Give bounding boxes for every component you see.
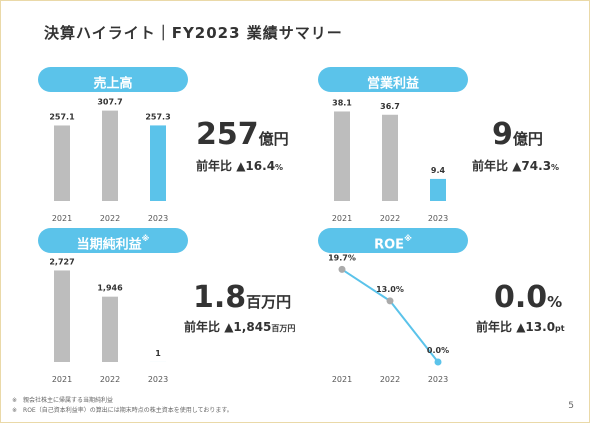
roe-series-line — [341, 268, 439, 363]
roe-label: ROE — [374, 237, 405, 253]
op-big-value: 9億円 — [492, 117, 543, 152]
roe-big-number: 0.0 — [494, 280, 548, 315]
data-label-2021: 2,727 — [49, 257, 74, 266]
sales-yoy: 前年比 ▲16.4% — [196, 157, 283, 174]
data-label-2021: 257.1 — [49, 112, 75, 121]
page-title: 決算ハイライト｜FY2023 業績サマリー — [44, 24, 343, 42]
point-2022 — [386, 297, 394, 305]
x-tick-label-2022: 2022 — [380, 375, 400, 384]
roe-label-mark: ※ — [404, 234, 412, 243]
sales-label-pill: 売上高 — [38, 67, 188, 92]
bar-2022 — [102, 296, 118, 362]
op-yoy-value: ▲74.3 — [512, 159, 552, 173]
bar-2022 — [102, 110, 118, 201]
bar-2022 — [382, 114, 398, 201]
sales-big-number: 257 — [196, 117, 259, 152]
net-label-mark: ※ — [141, 234, 150, 243]
x-tick-label-2022: 2022 — [100, 214, 120, 223]
op-label: 営業利益 — [366, 76, 419, 92]
data-label-2023: 9.4 — [431, 166, 446, 175]
footnote-2: ※ ROE（自己資本利益率）の算出には期末時点の株主資本を使用しております。 — [12, 407, 233, 414]
panel-operating-profit: 営業利益 2021 2022 2023 38.1 36.7 9.4 — [280, 67, 550, 227]
op-big-number: 9 — [492, 117, 513, 152]
page-number: 5 — [568, 401, 574, 411]
roe-yoy-suffix: pt — [555, 324, 565, 333]
sales-yoy-prefix: 前年比 — [196, 159, 233, 173]
bar-2021 — [54, 125, 70, 201]
sales-big-unit: 億円 — [258, 130, 289, 148]
op-label-pill: 営業利益 — [318, 67, 468, 92]
sales-big-value: 257億円 — [196, 117, 289, 152]
net-yoy-suffix: 百万円 — [271, 324, 296, 333]
bar-2023 — [150, 125, 166, 201]
bar-2021 — [334, 111, 350, 201]
roe-yoy-prefix: 前年比 — [476, 320, 513, 334]
bar-2023 — [430, 178, 446, 201]
net-big-number: 1.8 — [193, 280, 247, 315]
roe-yoy: 前年比 ▲13.0pt — [476, 318, 565, 335]
net-big-unit: 百万円 — [246, 293, 292, 311]
data-label-2021: 19.7% — [328, 253, 356, 262]
data-label-2023: 257.3 — [145, 112, 170, 121]
op-yoy-suffix: % — [551, 163, 560, 172]
x-tick-label-2023: 2023 — [428, 375, 448, 384]
x-tick-label-2021: 2021 — [52, 375, 72, 384]
net-bar-chart: 2021 2022 2023 2,727 1,946 1 — [49, 257, 168, 384]
data-label-2021: 38.1 — [332, 98, 352, 107]
x-tick-label-2023: 2023 — [428, 214, 448, 223]
roe-yoy-value: ▲13.0 — [516, 320, 556, 334]
op-yoy: 前年比 ▲74.3% — [472, 157, 559, 174]
roe-big-value: 0.0% — [494, 280, 562, 315]
net-yoy: 前年比 ▲1,845百万円 — [184, 318, 295, 335]
net-label: 当期純利益 — [76, 237, 142, 253]
panel-net-income: 当期純利益※ 2021 2022 2023 2,727 1,946 1 — [0, 228, 270, 388]
x-tick-label-2021: 2021 — [52, 214, 72, 223]
point-2021 — [338, 265, 346, 273]
op-big-unit: 億円 — [512, 130, 543, 148]
x-tick-label-2021: 2021 — [332, 214, 352, 223]
op-yoy-prefix: 前年比 — [472, 159, 509, 173]
roe-line-chart: 2021 2022 2023 19.7% 13.0% 0.0% — [328, 253, 449, 384]
footnote-1: ※ 親会社株主に帰属する当期純利益 — [12, 397, 114, 404]
net-yoy-value: ▲1,845 — [224, 320, 272, 334]
roe-label-pill: ROE※ — [318, 228, 468, 253]
data-label-2022: 307.7 — [97, 98, 122, 107]
data-label-2022: 1,946 — [97, 284, 123, 293]
x-tick-label-2021: 2021 — [332, 375, 352, 384]
point-2023 — [434, 358, 442, 366]
data-label-2022: 13.0% — [376, 285, 404, 294]
panel-sales: 売上高 2021 2022 2023 257.1 307.7 257.3 — [0, 67, 270, 227]
data-label-2023: 1 — [155, 349, 161, 358]
op-bar-chart: 2021 2022 2023 38.1 36.7 9.4 — [332, 98, 448, 223]
roe-big-unit: % — [547, 293, 563, 311]
data-label-2023: 0.0% — [427, 346, 449, 355]
panel-roe: ROE※ 2021 2022 2023 19.7% 13.0% 0.0% — [280, 228, 550, 388]
bar-2021 — [54, 270, 70, 362]
net-yoy-prefix: 前年比 — [184, 320, 221, 334]
x-tick-label-2022: 2022 — [100, 375, 120, 384]
data-label-2022: 36.7 — [380, 102, 400, 111]
sales-yoy-suffix: % — [275, 163, 284, 172]
sales-yoy-value: ▲16.4 — [236, 159, 276, 173]
net-label-pill: 当期純利益※ — [38, 228, 188, 253]
x-tick-label-2023: 2023 — [148, 375, 168, 384]
sales-bar-chart: 2021 2022 2023 257.1 307.7 257.3 — [49, 98, 170, 223]
net-big-value: 1.8百万円 — [193, 280, 291, 315]
x-tick-label-2022: 2022 — [380, 214, 400, 223]
x-tick-label-2023: 2023 — [148, 214, 168, 223]
sales-label: 売上高 — [93, 76, 133, 92]
